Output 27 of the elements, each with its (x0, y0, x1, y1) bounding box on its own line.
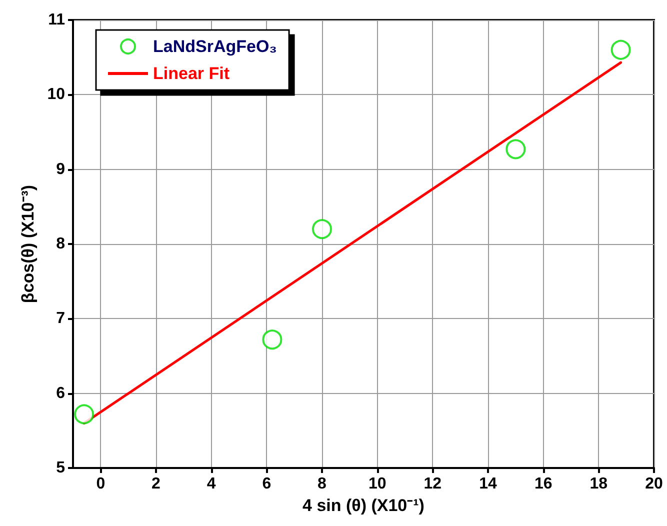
point (506, 139, 526, 160)
y-tick-label: 5 (56, 460, 66, 476)
x-tick-label: 2 (152, 476, 161, 492)
x-tick-label: 16 (534, 476, 552, 492)
legend-label: Linear Fit (153, 64, 230, 83)
point (262, 330, 282, 350)
x-tick-label: 6 (262, 476, 272, 492)
x-axis-title: 4 sin (θ) (X10⁻¹) (302, 496, 424, 515)
y-tick-label: 6 (56, 384, 66, 402)
y-tick-label: 7 (56, 310, 66, 328)
x-tick-label: 8 (318, 476, 327, 492)
legend-label: LaNdSrAgFeO₃ (153, 37, 278, 56)
point (74, 404, 94, 424)
y-tick-label: 8 (56, 236, 66, 252)
x-tick-label: 20 (645, 476, 663, 492)
x-tick-label: 0 (96, 476, 106, 492)
y-tick-label: 11 (48, 12, 66, 28)
y-tick-label: 9 (56, 160, 66, 178)
x-tick-label: 18 (590, 476, 608, 492)
x-tick-label: 14 (479, 476, 497, 492)
x-tick-label: 12 (424, 476, 442, 492)
point (610, 40, 631, 60)
y-tick-label: 10 (47, 86, 66, 104)
y-axis-title: βcos(θ) (X10⁻³) (18, 184, 38, 304)
x-tick-label: 4 (206, 476, 216, 492)
x-tick-label: 10 (368, 476, 386, 492)
point (312, 219, 332, 240)
